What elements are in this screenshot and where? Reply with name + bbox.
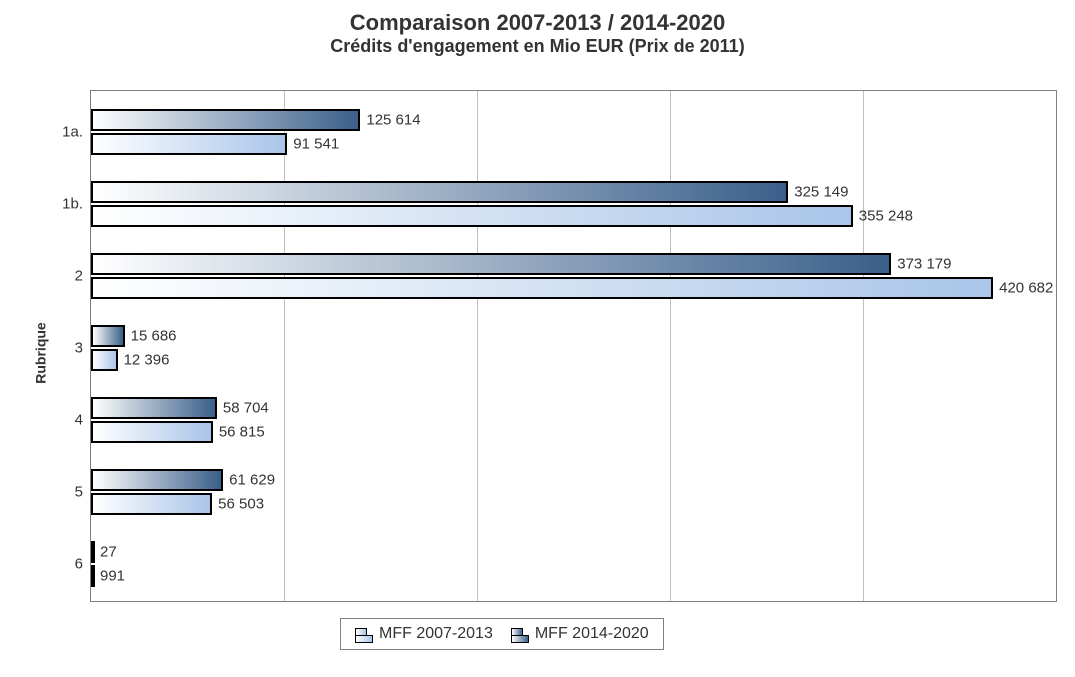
bar xyxy=(91,469,223,491)
legend: MFF 2007-2013 MFF 2014-2020 xyxy=(340,618,664,650)
grid-line xyxy=(284,91,285,601)
legend-label: MFF 2014-2020 xyxy=(535,625,649,643)
bar-value-label: 56 503 xyxy=(218,496,264,513)
legend-swatch-icon xyxy=(511,627,529,641)
chart-container: Comparaison 2007-2013 / 2014-2020 Crédit… xyxy=(10,10,1065,667)
legend-item: MFF 2014-2020 xyxy=(511,625,649,643)
y-axis-label: Rubrique xyxy=(33,322,49,383)
bar-value-label: 420 682 xyxy=(999,280,1053,297)
bar-value-label: 125 614 xyxy=(366,112,420,129)
category-label: 3 xyxy=(75,340,83,357)
grid-line xyxy=(670,91,671,601)
bar xyxy=(91,421,213,443)
bar xyxy=(91,133,287,155)
bar-value-label: 56 815 xyxy=(219,424,265,441)
bar-value-label: 325 149 xyxy=(794,184,848,201)
bar-value-label: 15 686 xyxy=(131,328,177,345)
bar xyxy=(91,397,217,419)
bar xyxy=(91,565,95,587)
bar-value-label: 12 396 xyxy=(124,352,170,369)
bar xyxy=(91,349,118,371)
chart-title: Comparaison 2007-2013 / 2014-2020 xyxy=(10,10,1065,36)
bar xyxy=(91,205,853,227)
category-label: 2 xyxy=(75,268,83,285)
chart-subtitle: Crédits d'engagement en Mio EUR (Prix de… xyxy=(10,36,1065,57)
bar-value-label: 991 xyxy=(100,568,125,585)
legend-swatch-icon xyxy=(355,627,373,641)
grid-line xyxy=(477,91,478,601)
legend-item: MFF 2007-2013 xyxy=(355,625,493,643)
bar-value-label: 355 248 xyxy=(859,208,913,225)
bar-value-label: 373 179 xyxy=(897,256,951,273)
category-label: 4 xyxy=(75,412,83,429)
bar-value-label: 91 541 xyxy=(293,136,339,153)
bar xyxy=(91,541,95,563)
bar xyxy=(91,493,212,515)
category-label: 5 xyxy=(75,484,83,501)
bar-value-label: 58 704 xyxy=(223,400,269,417)
category-label: 1a. xyxy=(62,124,83,141)
bar xyxy=(91,253,891,275)
bar-value-label: 61 629 xyxy=(229,472,275,489)
bar xyxy=(91,181,788,203)
plot-area: 1a.125 61491 5411b.325 149355 2482373 17… xyxy=(90,90,1057,602)
legend-label: MFF 2007-2013 xyxy=(379,625,493,643)
category-label: 1b. xyxy=(62,196,83,213)
bar xyxy=(91,277,993,299)
bar-value-label: 27 xyxy=(100,544,117,561)
bar xyxy=(91,109,360,131)
bar xyxy=(91,325,125,347)
grid-line xyxy=(863,91,864,601)
category-label: 6 xyxy=(75,556,83,573)
